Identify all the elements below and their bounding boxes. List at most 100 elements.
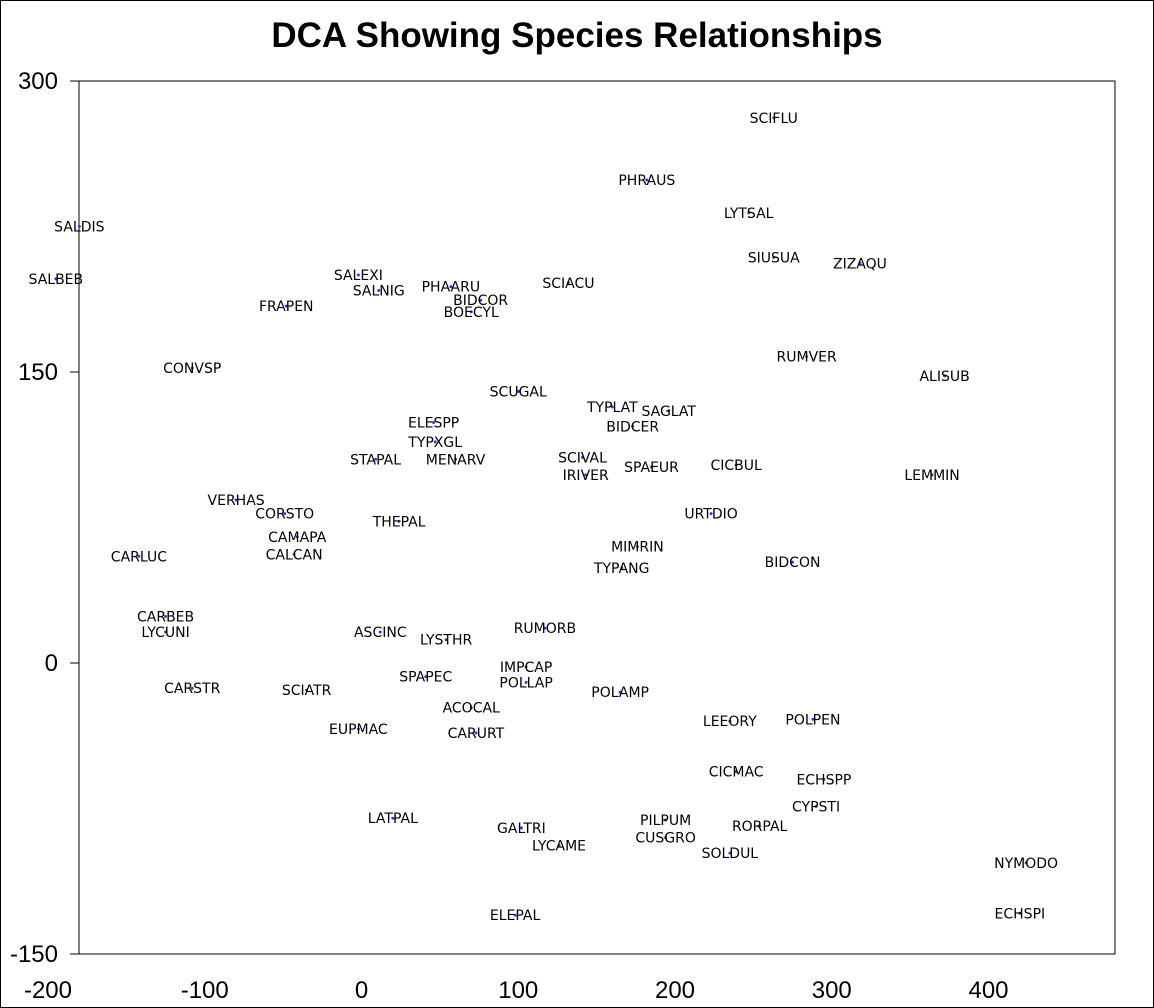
x-tick-label: 400 (968, 977, 1008, 1004)
data-point-label: SCIATR (282, 683, 332, 699)
data-point-marker (618, 690, 622, 694)
y-axis: 300 150 0 -150 (10, 68, 79, 968)
data-point-label: PILPUM (640, 813, 691, 829)
data-point-label: BIDCER (606, 419, 659, 435)
data-point-label: ALISUB (919, 369, 969, 385)
data-point-label: STAPAL (350, 452, 401, 468)
data-point-marker (772, 116, 776, 120)
data-point-marker (584, 473, 588, 477)
data-point-label: LEEORY (703, 714, 757, 730)
data-point-label: CALCAN (266, 547, 323, 563)
data-point-label: ELEPAL (490, 908, 541, 924)
data-point-marker (814, 805, 818, 809)
data-point-marker (620, 566, 624, 570)
data-point-label: ECHSPP (796, 772, 851, 788)
data-point-marker (469, 310, 473, 314)
data-point-label: MENARV (426, 452, 486, 468)
data-point-marker (356, 273, 360, 277)
x-tick-label: 200 (655, 977, 695, 1004)
data-point-label: ACOCAL (443, 701, 500, 717)
data-point-marker (513, 913, 517, 917)
data-point-label: EUPMAC (329, 722, 388, 738)
data-point-label: IMPCAP (500, 660, 552, 676)
data-point-label: SCIVAL (558, 450, 607, 466)
data-point-marker (305, 688, 309, 692)
y-tick-label: 0 (45, 650, 58, 677)
data-point-marker (164, 614, 168, 618)
data-point-label: SALDIS (54, 220, 104, 236)
data-point-label: POLPEN (785, 712, 840, 728)
data-point-marker (283, 512, 287, 516)
data-point-marker (469, 706, 473, 710)
data-point-marker (391, 816, 395, 820)
data-point-marker (791, 560, 795, 564)
data-point-marker (378, 630, 382, 634)
data-point-label: CICMAC (709, 765, 764, 781)
data-point-label: BIDCOR (453, 293, 508, 309)
data-point-label: VERHAS (208, 493, 265, 509)
data-point-label: TYPANG (593, 561, 650, 577)
data-point-marker (474, 731, 478, 735)
data-point-label: IRIVER (563, 468, 609, 484)
data-point-marker (734, 770, 738, 774)
data-point-marker (943, 374, 947, 378)
data-point-marker (610, 405, 614, 409)
data-point-label: ZIZAQU (833, 256, 887, 272)
data-point-marker (137, 554, 141, 558)
data-point-marker (728, 719, 732, 723)
data-point-marker (444, 638, 448, 642)
chart-title: DCA Showing Species Relationships (271, 16, 883, 55)
data-point-marker (1024, 861, 1028, 865)
data-point-marker (631, 424, 635, 428)
data-point-label: BIDCON (765, 555, 821, 571)
data-point-marker (190, 366, 194, 370)
data-point-marker (581, 455, 585, 459)
data-point-marker (519, 826, 523, 830)
data-point-label: SALNIG (353, 284, 405, 300)
data-point-label: LEMMIN (904, 468, 959, 484)
data-point-marker (356, 727, 360, 731)
x-axis: -200 -100 0 100 200 300 400 (24, 977, 1009, 1004)
data-point-label: LYCUNI (141, 625, 189, 641)
data-point-label: CAMAPA (268, 530, 327, 546)
data-point-label: LATPAL (368, 811, 418, 827)
data-point-label: CARURT (448, 726, 505, 742)
data-point-marker (664, 818, 668, 822)
data-point-marker (557, 843, 561, 847)
data-point-marker (772, 256, 776, 260)
data-point-marker (77, 225, 81, 228)
data-point-marker (664, 836, 668, 840)
data-point-label: RUMORB (514, 621, 576, 637)
data-point-label: SIUSUA (748, 251, 800, 267)
data-point-marker (645, 178, 649, 182)
data-point-label: NYMODO (994, 856, 1058, 872)
data-point-marker (811, 717, 815, 721)
data-point-marker (190, 686, 194, 690)
data-point-marker (424, 675, 428, 679)
data-point-label: URTDIO (684, 507, 737, 523)
data-points: SCIFLU PHRAUS LYTSAL SALDIS SIUSUA ZIZAQU SALB… (29, 111, 1059, 924)
data-point-label: MIMRIN (611, 540, 664, 556)
data-point-marker (858, 261, 862, 265)
data-point-label: SAGLAT (641, 404, 696, 420)
data-point-label: LYSTHR (420, 633, 472, 649)
data-point-label: RUMVER (777, 349, 837, 365)
data-point-label: TYPXGL (407, 435, 462, 451)
data-point-marker (524, 665, 528, 669)
data-point-label: BOECYL (444, 305, 499, 321)
x-tick-label: -100 (181, 977, 229, 1004)
data-point-label: PHRAUS (618, 173, 675, 189)
data-point-label: SALEXI (334, 268, 383, 284)
data-point-marker (234, 498, 238, 502)
data-point-marker (479, 298, 483, 302)
data-point-marker (295, 535, 299, 539)
data-point-label: ELESPP (408, 415, 459, 431)
data-point-marker (734, 463, 738, 467)
data-point-label: PHAARU (422, 280, 481, 296)
data-point-label: SPAEUR (624, 460, 679, 476)
data-point-marker (54, 277, 58, 281)
data-point-label: CORSTO (255, 507, 314, 523)
data-point-marker (649, 465, 653, 469)
data-point-marker (432, 420, 436, 424)
